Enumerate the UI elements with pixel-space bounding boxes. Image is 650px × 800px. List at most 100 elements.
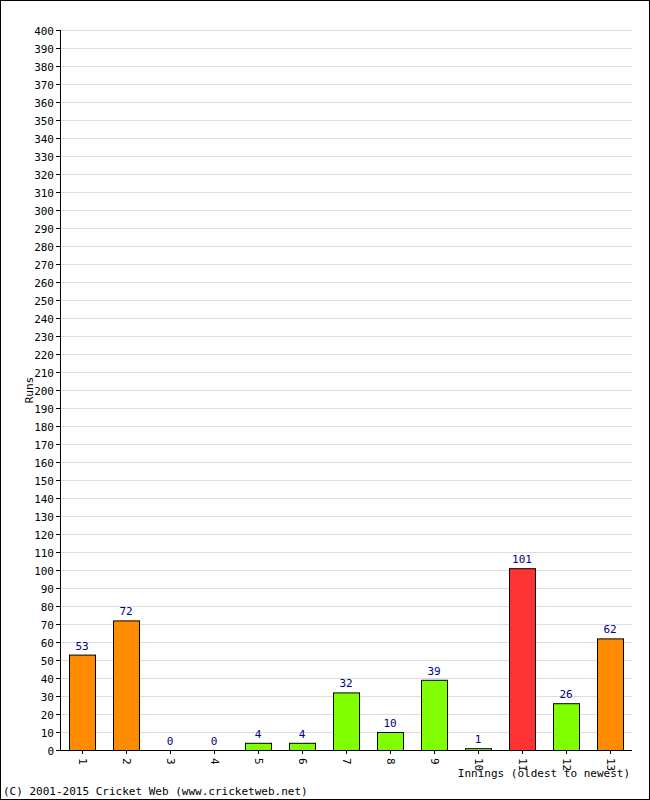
- grid-line: [60, 354, 632, 355]
- y-tick: [56, 30, 60, 31]
- y-tick: [56, 84, 60, 85]
- y-tick-label: 250: [34, 295, 54, 308]
- grid-line: [60, 120, 632, 121]
- y-tick: [56, 588, 60, 589]
- y-tick: [56, 462, 60, 463]
- data-label: 0: [167, 735, 174, 748]
- grid-line: [60, 498, 632, 499]
- y-tick: [56, 102, 60, 103]
- y-tick: [56, 138, 60, 139]
- data-label: 10: [383, 717, 396, 730]
- grid-line: [60, 462, 632, 463]
- grid-line: [60, 516, 632, 517]
- bar: [510, 569, 536, 750]
- data-label: 62: [603, 623, 616, 636]
- y-tick: [56, 408, 60, 409]
- y-tick-label: 20: [41, 709, 54, 722]
- y-tick-label: 390: [34, 43, 54, 56]
- y-tick-label: 270: [34, 259, 54, 272]
- grid-line: [60, 210, 632, 211]
- x-tick-label: 9: [428, 758, 441, 765]
- data-label: 4: [299, 728, 306, 741]
- y-tick-label: 160: [34, 457, 54, 470]
- y-tick-label: 110: [34, 547, 54, 560]
- grid-line: [60, 588, 632, 589]
- data-label: 101: [512, 553, 532, 566]
- y-tick: [56, 624, 60, 625]
- bar: [554, 704, 580, 750]
- y-tick: [56, 534, 60, 535]
- y-tick: [56, 282, 60, 283]
- grid-line: [60, 534, 632, 535]
- y-tick-label: 130: [34, 511, 54, 524]
- data-label: 1: [475, 733, 482, 746]
- chart-wrap: 0102030405060708090100110120130140150160…: [0, 0, 650, 800]
- y-tick: [56, 390, 60, 391]
- x-tick-label: 7: [340, 758, 353, 765]
- y-tick: [56, 696, 60, 697]
- y-tick-label: 300: [34, 205, 54, 218]
- y-tick: [56, 192, 60, 193]
- grid-line: [60, 426, 632, 427]
- grid-line: [60, 102, 632, 103]
- y-axis-label: Runs: [23, 377, 36, 404]
- bar: [466, 749, 492, 750]
- x-tick-label: 4: [208, 758, 221, 765]
- grid-line: [60, 138, 632, 139]
- y-tick-label: 80: [41, 601, 54, 614]
- grid-line: [60, 84, 632, 85]
- y-tick-label: 240: [34, 313, 54, 326]
- x-tick: [258, 750, 259, 754]
- y-tick-label: 10: [41, 727, 54, 740]
- x-tick: [478, 750, 479, 754]
- y-tick: [56, 120, 60, 121]
- grid-line: [60, 48, 632, 49]
- y-tick-label: 180: [34, 421, 54, 434]
- y-tick-label: 200: [34, 385, 54, 398]
- y-tick-label: 290: [34, 223, 54, 236]
- bar: [290, 743, 316, 750]
- data-label: 53: [75, 640, 88, 653]
- y-tick-label: 350: [34, 115, 54, 128]
- y-tick: [56, 678, 60, 679]
- bar: [70, 655, 96, 750]
- grid-line: [60, 552, 632, 553]
- x-tick: [170, 750, 171, 754]
- x-tick-label: 2: [120, 758, 133, 765]
- copyright: (C) 2001-2015 Cricket Web (www.cricketwe…: [3, 785, 308, 798]
- grid-line: [60, 264, 632, 265]
- y-tick: [56, 642, 60, 643]
- y-tick-label: 320: [34, 169, 54, 182]
- y-tick: [56, 426, 60, 427]
- bar: [598, 639, 624, 750]
- y-tick: [56, 156, 60, 157]
- x-tick: [434, 750, 435, 754]
- y-tick-label: 340: [34, 133, 54, 146]
- grid-line: [60, 66, 632, 67]
- bar: [246, 743, 272, 750]
- data-label: 72: [119, 605, 132, 618]
- y-tick: [56, 750, 60, 751]
- grid-line: [60, 642, 632, 643]
- y-tick: [56, 48, 60, 49]
- y-tick: [56, 66, 60, 67]
- x-tick-label: 8: [384, 758, 397, 765]
- y-tick: [56, 300, 60, 301]
- x-tick: [390, 750, 391, 754]
- y-tick-label: 140: [34, 493, 54, 506]
- y-tick: [56, 174, 60, 175]
- x-tick: [346, 750, 347, 754]
- x-tick: [610, 750, 611, 754]
- grid-line: [60, 174, 632, 175]
- grid-line: [60, 228, 632, 229]
- x-tick: [302, 750, 303, 754]
- x-tick: [126, 750, 127, 754]
- y-tick-label: 120: [34, 529, 54, 542]
- y-tick-label: 190: [34, 403, 54, 416]
- grid-line: [60, 192, 632, 193]
- y-axis: [60, 30, 61, 750]
- x-tick-label: 5: [252, 758, 265, 765]
- grid-line: [60, 300, 632, 301]
- y-tick: [56, 264, 60, 265]
- y-tick: [56, 552, 60, 553]
